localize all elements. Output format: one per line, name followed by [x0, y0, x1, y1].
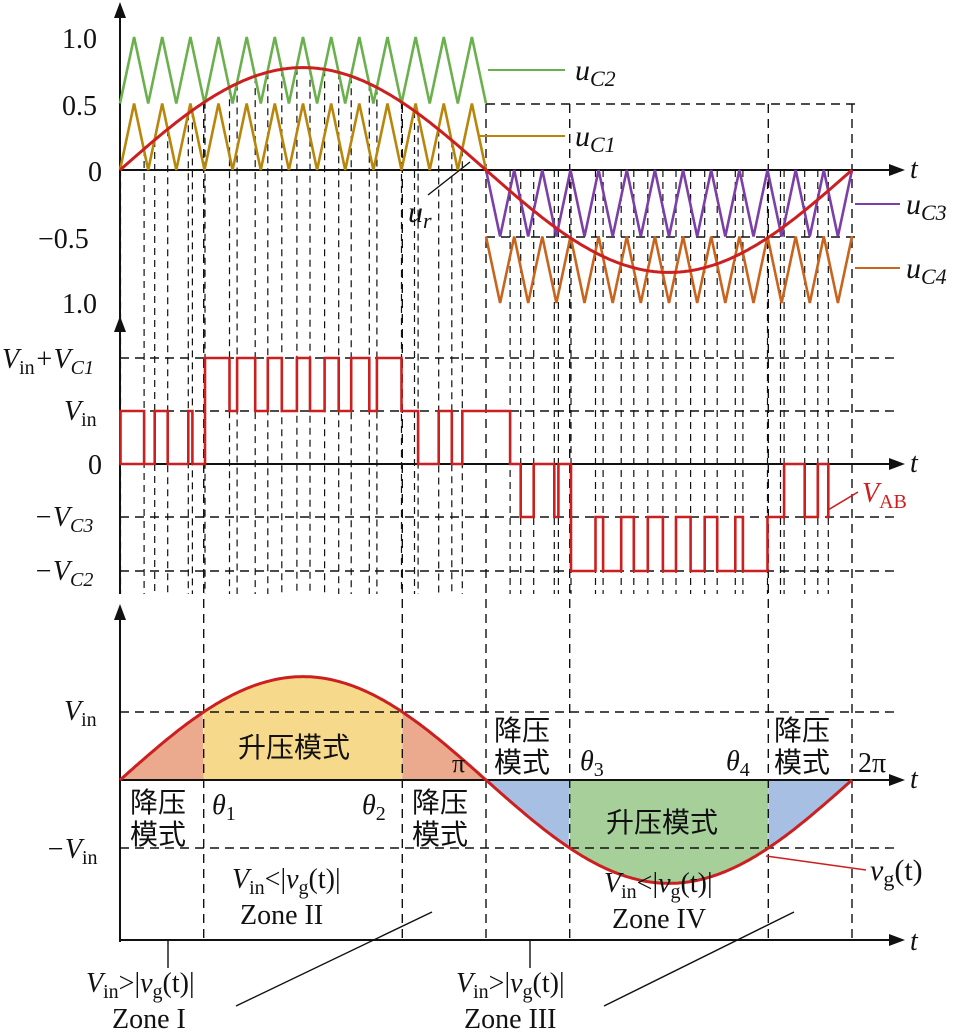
vg-waveform	[118, 675, 854, 885]
zone4-label: Zone IV	[612, 904, 706, 935]
vg-leader	[765, 855, 867, 871]
two-pi-label: 2π	[858, 748, 886, 779]
panel2-t-arrow-icon	[889, 458, 905, 470]
theta2-label: θ2	[362, 790, 386, 825]
zone-t-arrow-icon	[889, 934, 905, 946]
uC3-label: uC3	[906, 188, 947, 225]
buck-mode-z1-line1: 降压	[130, 786, 186, 819]
buck-mode-z1-line2: 模式	[130, 818, 186, 851]
tick-zero: 0	[88, 450, 102, 481]
tick-neg-vc3: −VC3	[34, 502, 93, 537]
tick-vin-plus-vc1: Vin+VC1	[2, 344, 94, 379]
panel2-t-label: t	[910, 448, 919, 479]
tick-1p0: 1.0	[62, 24, 97, 55]
carrier-uC2-wave	[118, 36, 488, 104]
mode-region-fills	[120, 676, 852, 884]
buck-mode-z4-line1: 降压	[774, 714, 830, 747]
boost-mode-label-positive: 升压模式	[238, 731, 350, 764]
zone2-label: Zone II	[240, 900, 323, 931]
zone4-condition: Vin<|vg(t)|	[604, 868, 713, 903]
tick-neg-vc2: −VC2	[34, 556, 93, 591]
vab-waveform	[119, 356, 830, 573]
grid-voltage-panel: t t Vin −Vin 升压模式 升压模式 降压 模式 降压 模式 降压 模式…	[46, 604, 923, 957]
tick-neg-vin-p3: −Vin	[46, 834, 98, 869]
panel2-y-arrow-icon	[114, 316, 126, 332]
zone3-label: Zone III	[464, 1004, 557, 1034]
vab-panel: t Vin+VC1 Vin 0 −VC3 −VC2 VAB	[2, 316, 919, 594]
tick-0: 0	[88, 157, 102, 188]
panel3-t-arrow-icon	[889, 774, 905, 786]
buck-mode-z4-line2: 模式	[774, 746, 830, 779]
tick-vin-p3: Vin	[64, 696, 97, 731]
theta3-label: θ3	[580, 746, 604, 781]
panel3-y-arrow-icon	[114, 604, 126, 620]
buck-mode-z2-line2: 模式	[412, 818, 468, 851]
carrier-uC4-wave	[484, 236, 854, 304]
vg-label: vg(t)	[870, 854, 923, 891]
buck-mode-z3-line2: 模式	[494, 746, 550, 779]
tick-vin: Vin	[64, 396, 97, 431]
buck-mode-z3-line1: 降压	[494, 714, 550, 747]
carrier-uC1-wave	[118, 103, 488, 171]
boost-mode-label-negative: 升压模式	[606, 806, 718, 839]
theta1-label: θ1	[212, 790, 236, 825]
tick-neg-1p0: 1.0	[62, 289, 97, 320]
zone1-label: Zone I	[112, 1004, 186, 1034]
vab-label: VAB	[862, 478, 907, 513]
uC2-label: uC2	[575, 54, 616, 91]
tick-0p5: 0.5	[62, 91, 97, 122]
vab-leader	[827, 491, 859, 511]
uC1-label: uC1	[575, 120, 616, 157]
zone1-condition: Vin>|vg(t)|	[86, 968, 195, 1003]
zone2-condition: Vin<|vg(t)|	[232, 864, 341, 899]
zone3-leader	[603, 911, 795, 1007]
panel1-y-arrow-icon	[114, 2, 126, 18]
zone-annotations: Vin<|vg(t)| Zone II Vin<|vg(t)| Zone IV …	[86, 864, 795, 1034]
uC4-label: uC4	[906, 252, 947, 289]
theta4-label: θ4	[726, 746, 750, 781]
panel1-t-label: t	[910, 154, 919, 185]
tick-neg-0p5: −0.5	[38, 224, 89, 255]
ur-label: ur	[408, 196, 432, 233]
zone-t-label: t	[910, 926, 919, 957]
pi-label: π	[452, 749, 465, 778]
ur-leader	[427, 161, 471, 196]
reference-ur-wave	[118, 66, 854, 274]
boost-region-zone4	[569, 780, 769, 884]
carrier-uC3-wave	[484, 169, 854, 237]
zone3-condition: Vin>|vg(t)|	[456, 968, 565, 1003]
zone1-leader	[235, 911, 433, 1007]
boost-region-zone2	[203, 676, 403, 780]
carrier-panel: t 1.0 0.5 0 −0.5 1.0 uC2 uC1 ur uC3 uC4	[38, 2, 947, 320]
buck-mode-z2-line1: 降压	[412, 786, 468, 819]
panel3-t-label: t	[910, 764, 919, 795]
panel1-t-arrow-icon	[889, 164, 905, 176]
